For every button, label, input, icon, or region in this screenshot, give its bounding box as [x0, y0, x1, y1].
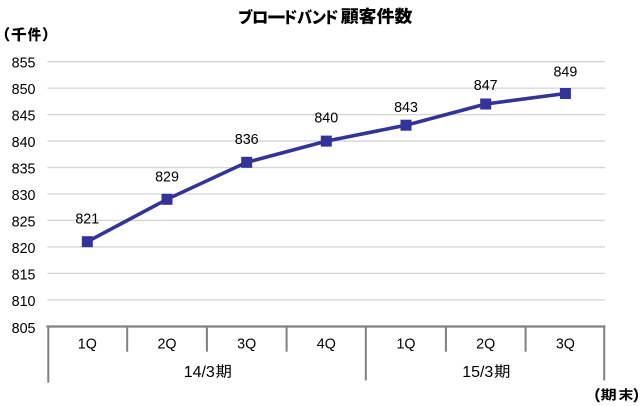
svg-text:836: 836 — [235, 132, 259, 148]
svg-text:855: 855 — [12, 56, 36, 72]
svg-text:835: 835 — [12, 162, 36, 178]
svg-text:3Q: 3Q — [237, 337, 256, 353]
svg-text:805: 805 — [12, 321, 36, 337]
svg-text:847: 847 — [474, 78, 498, 94]
svg-text:825: 825 — [12, 215, 36, 231]
svg-text:840: 840 — [314, 111, 338, 127]
svg-text:840: 840 — [12, 135, 36, 151]
svg-text:2Q: 2Q — [157, 337, 176, 353]
svg-text:2Q: 2Q — [476, 337, 495, 353]
svg-text:1Q: 1Q — [396, 337, 415, 353]
svg-text:810: 810 — [12, 294, 36, 310]
svg-text:1Q: 1Q — [78, 337, 97, 353]
svg-text:843: 843 — [394, 100, 418, 116]
svg-text:3Q: 3Q — [556, 337, 575, 353]
svg-text:15/3: 15/3 — [462, 364, 493, 381]
svg-text:845: 845 — [12, 109, 36, 125]
svg-text:850: 850 — [12, 82, 36, 98]
svg-text:829: 829 — [155, 169, 179, 185]
svg-text:14/3: 14/3 — [184, 364, 215, 381]
svg-text:849: 849 — [553, 65, 577, 81]
svg-text:820: 820 — [12, 241, 36, 257]
svg-text:4Q: 4Q — [317, 337, 336, 353]
svg-text:830: 830 — [12, 188, 36, 204]
svg-text:821: 821 — [75, 211, 99, 227]
svg-text:815: 815 — [12, 267, 36, 283]
